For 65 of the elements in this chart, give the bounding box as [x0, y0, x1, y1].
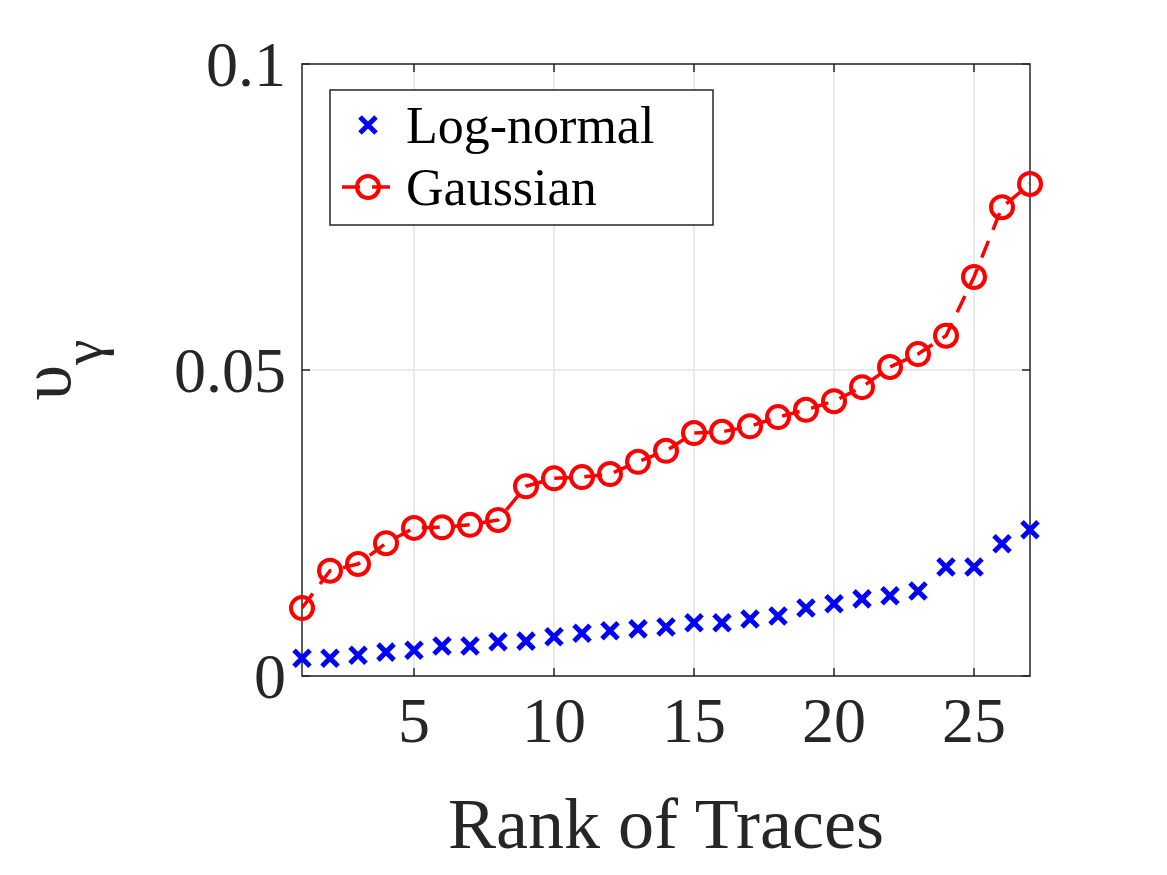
point [543, 626, 565, 648]
point [375, 641, 397, 663]
point [569, 464, 595, 491]
point [317, 557, 343, 584]
point [571, 622, 593, 644]
point [767, 605, 789, 627]
point [319, 647, 341, 669]
point [681, 420, 707, 447]
legend-label: Gaussian [406, 159, 597, 217]
point [907, 580, 929, 602]
point [989, 194, 1015, 221]
point [935, 556, 957, 578]
y-tick-label: 0 [254, 641, 286, 713]
point [373, 530, 399, 557]
point [765, 404, 791, 431]
point [597, 461, 623, 488]
point [1017, 170, 1043, 197]
point [877, 353, 903, 380]
point [961, 263, 987, 290]
point [459, 635, 481, 657]
x-tick-label: 15 [662, 685, 726, 756]
point [655, 616, 677, 638]
point [711, 612, 733, 634]
point [709, 418, 735, 445]
x-tick-label: 20 [802, 685, 866, 756]
point [737, 413, 763, 440]
point [653, 437, 679, 464]
x-axis-title: Rank of Traces [448, 784, 884, 864]
y-tick-label: 0.1 [206, 29, 286, 101]
point [291, 647, 313, 669]
point [541, 465, 567, 492]
point [905, 341, 931, 368]
point [849, 374, 875, 401]
point [1019, 519, 1041, 541]
point [457, 511, 483, 538]
point [403, 639, 425, 661]
point [599, 620, 621, 642]
point [515, 630, 537, 652]
point [933, 322, 959, 349]
point [963, 556, 985, 578]
point [851, 588, 873, 610]
point [823, 593, 845, 615]
point [991, 533, 1013, 555]
legend-label: Log-normal [406, 97, 655, 155]
point [485, 506, 511, 533]
point [627, 618, 649, 640]
point [821, 388, 847, 415]
point [345, 551, 371, 577]
y-tick-label: 0.05 [174, 335, 286, 407]
point [739, 608, 761, 630]
x-tick-label: 5 [398, 685, 430, 756]
x-tick-label: 25 [942, 685, 1006, 756]
point [879, 585, 901, 607]
point [795, 597, 817, 619]
point [289, 595, 315, 622]
point [793, 396, 819, 423]
point [429, 514, 455, 541]
point [683, 612, 705, 634]
point [347, 644, 369, 666]
point [513, 473, 539, 500]
point [625, 448, 651, 475]
point [487, 631, 509, 653]
point [401, 514, 427, 541]
x-tick-label: 10 [522, 685, 586, 756]
point [431, 635, 453, 657]
